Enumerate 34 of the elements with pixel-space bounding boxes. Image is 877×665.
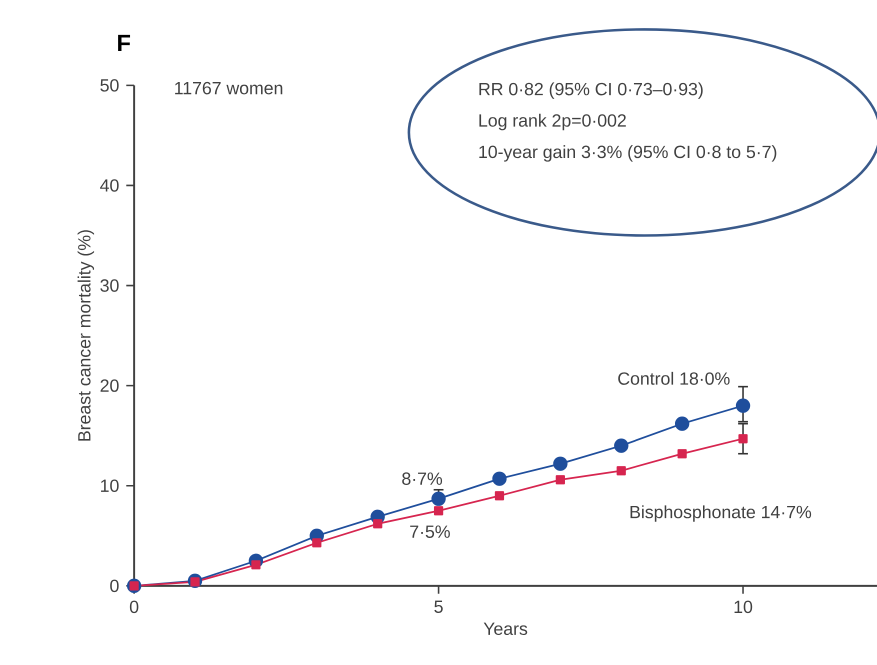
x-tick-label: 5 (434, 600, 443, 613)
annotation: RR 0·82 (95% CI 0·73–0·93) (479, 82, 703, 99)
point (494, 490, 504, 500)
chart-title: F (118, 34, 130, 51)
annotation: Bisphosphonate 14·7% (630, 505, 812, 522)
y-tick-label: 20 (100, 379, 119, 392)
annotation: Log rank 2p=0·002 (479, 114, 626, 130)
y-axis-title: Breast cancer mortality (%) (78, 230, 94, 440)
point (492, 471, 507, 486)
annotation: 7·5% (410, 525, 450, 538)
annotation: Control 18·0% (618, 372, 730, 385)
point (614, 438, 628, 453)
point (738, 434, 748, 444)
point (312, 538, 322, 548)
y-tick-label: 10 (101, 479, 119, 492)
x-axis-title: Years (484, 622, 528, 635)
point (674, 416, 690, 431)
point (434, 506, 444, 516)
point (556, 474, 565, 484)
y-tick-label: 40 (100, 179, 119, 192)
annotation: 11767 women (175, 82, 282, 94)
x-tick-label: 10 (734, 600, 752, 613)
point (431, 491, 446, 506)
y-tick-label: 0 (110, 579, 119, 592)
point (616, 466, 626, 476)
point (736, 398, 750, 413)
annotation: 8·7% (402, 472, 442, 485)
point (553, 456, 568, 471)
point (373, 519, 382, 528)
x-tick-label: 0 (130, 600, 138, 613)
annotation: 10-year gain 3·3% (95% CI 0·8 to 5·7) (479, 145, 776, 162)
y-tick-label: 30 (100, 279, 119, 292)
point (678, 448, 687, 458)
y-tick-label: 50 (100, 78, 119, 92)
